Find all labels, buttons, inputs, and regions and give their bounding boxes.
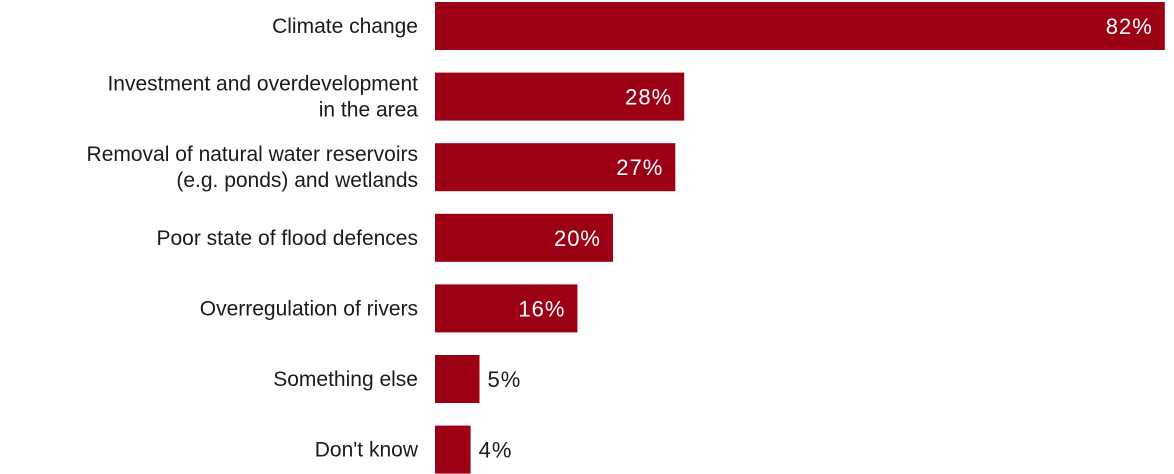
value-label: 28% (625, 85, 672, 110)
value-label: 82% (1106, 14, 1153, 39)
bars-layer (435, 2, 1165, 474)
value-label: 16% (518, 296, 565, 321)
bar (435, 284, 578, 333)
category-label: Poor state of flood defences (156, 227, 418, 250)
bar (435, 72, 685, 121)
category-label: Climate change (272, 15, 418, 38)
category-labels-layer: Climate change Investment and overdevelop… (87, 15, 419, 462)
category-label: Something else (273, 368, 418, 391)
category-label: Investment and overdevelopment in the are… (107, 73, 418, 122)
category-label: Don't know (315, 439, 419, 462)
category-label: Overregulation of rivers (200, 297, 418, 320)
value-labels-layer: 82% 28% 27% 20% 16% 5% 4% (479, 14, 1153, 463)
bar (435, 213, 613, 262)
value-label: 27% (616, 155, 663, 180)
bar (435, 355, 480, 403)
value-label: 20% (554, 226, 601, 251)
bar (435, 425, 471, 474)
value-label: 4% (479, 438, 513, 463)
bar (435, 2, 1165, 50)
category-label: Removal of natural water reservoirs (e.g.… (87, 143, 418, 192)
value-label: 5% (488, 367, 522, 392)
bar (435, 143, 676, 192)
